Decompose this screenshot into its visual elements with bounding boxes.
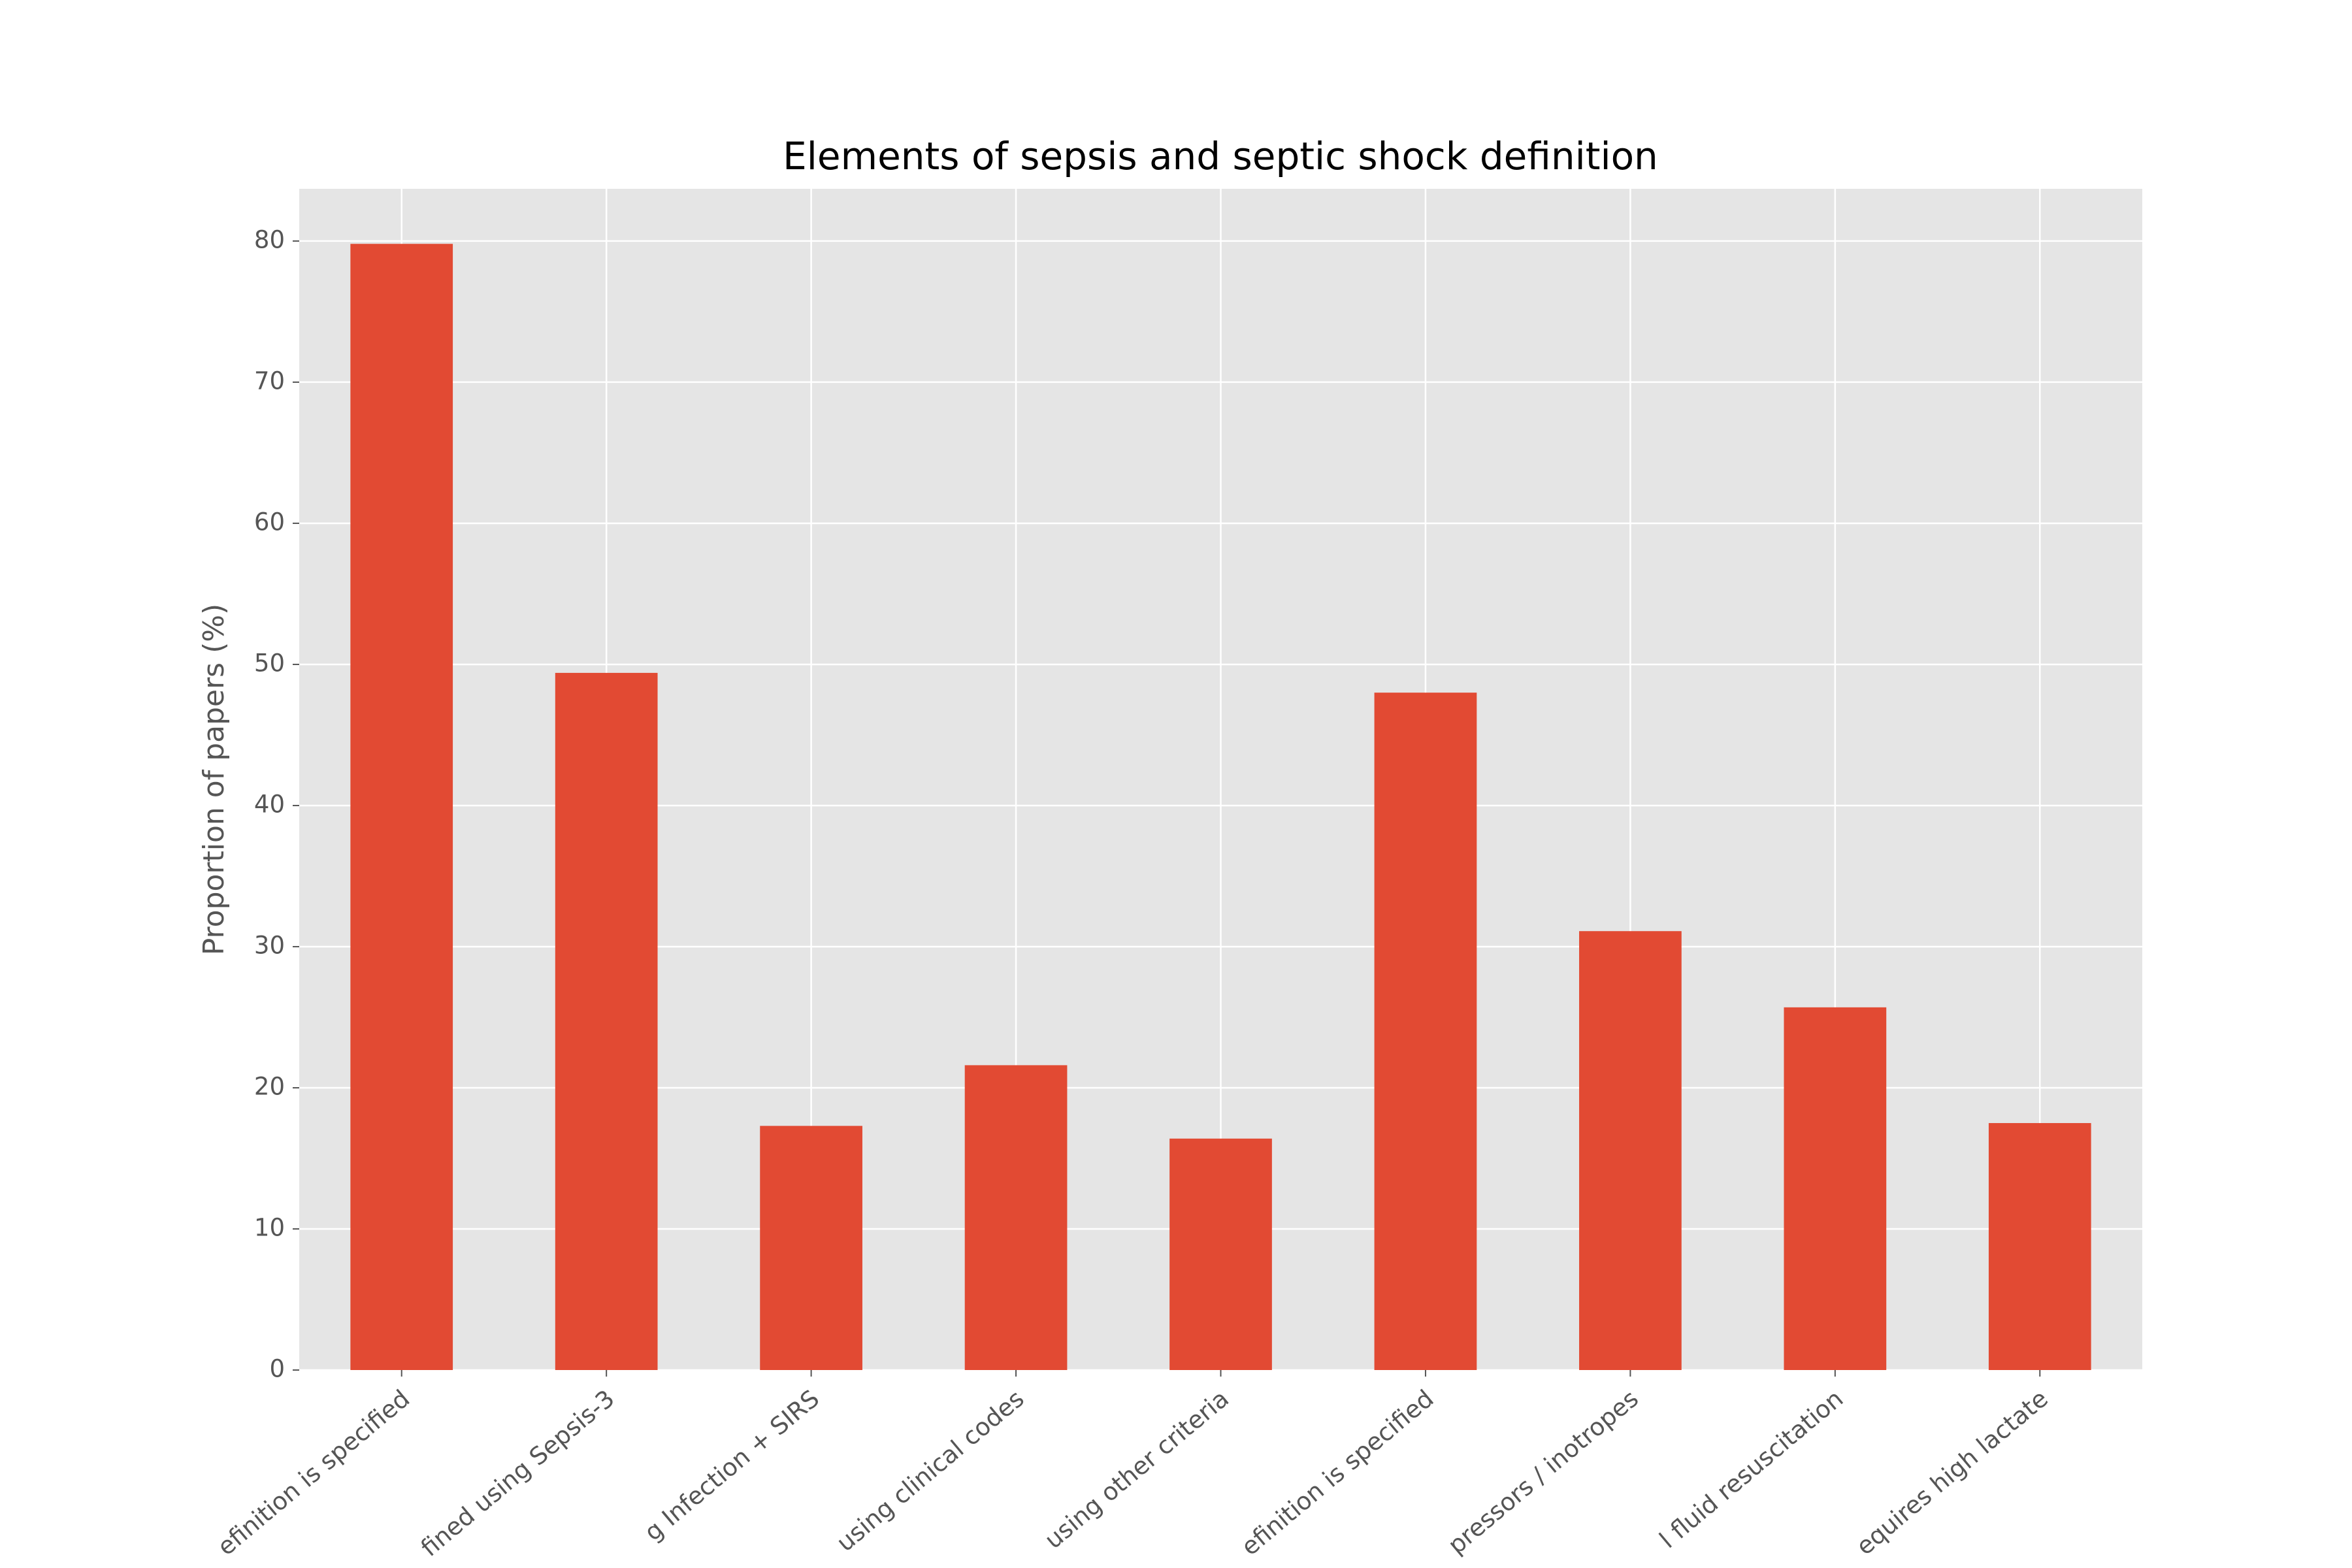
x-tick-label: efinition is specified [212,1384,416,1561]
bar [1169,1138,1272,1370]
y-tick-label: 0 [269,1355,285,1383]
bar [1374,693,1477,1370]
x-tick-label: equires high lactate [1851,1384,2053,1561]
bar [1988,1122,2091,1370]
x-tick-label: efinition is specified [1236,1384,1439,1561]
y-tick-label: 80 [254,225,285,253]
x-tick-label: g Infection + SIRS [639,1384,825,1546]
x-tick-label: fined using Sepsis-3 [416,1384,620,1562]
y-tick-label: 50 [254,649,285,677]
bar [555,672,658,1370]
y-tick-label: 40 [254,790,285,818]
x-tick-label: pressors / inotropes [1443,1384,1644,1560]
bar [760,1126,862,1370]
x-tick-label: using clinical codes [831,1384,1029,1557]
y-tick-label: 70 [254,367,285,395]
y-tick-label: 30 [254,931,285,959]
chart-title: Elements of sepsis and septic shock defi… [783,134,1658,178]
bar [1784,1007,1887,1370]
y-axis-label: Proportion of papers (%) [197,604,231,955]
bar [350,244,453,1371]
bar [1579,931,1682,1370]
y-tick-label: 10 [254,1213,285,1241]
x-tick-label: using other criteria [1039,1384,1234,1554]
y-tick-label: 60 [254,508,285,536]
bar [964,1065,1068,1370]
x-tick-label: l fluid resuscitation [1654,1384,1848,1554]
y-tick-label: 20 [254,1072,285,1100]
